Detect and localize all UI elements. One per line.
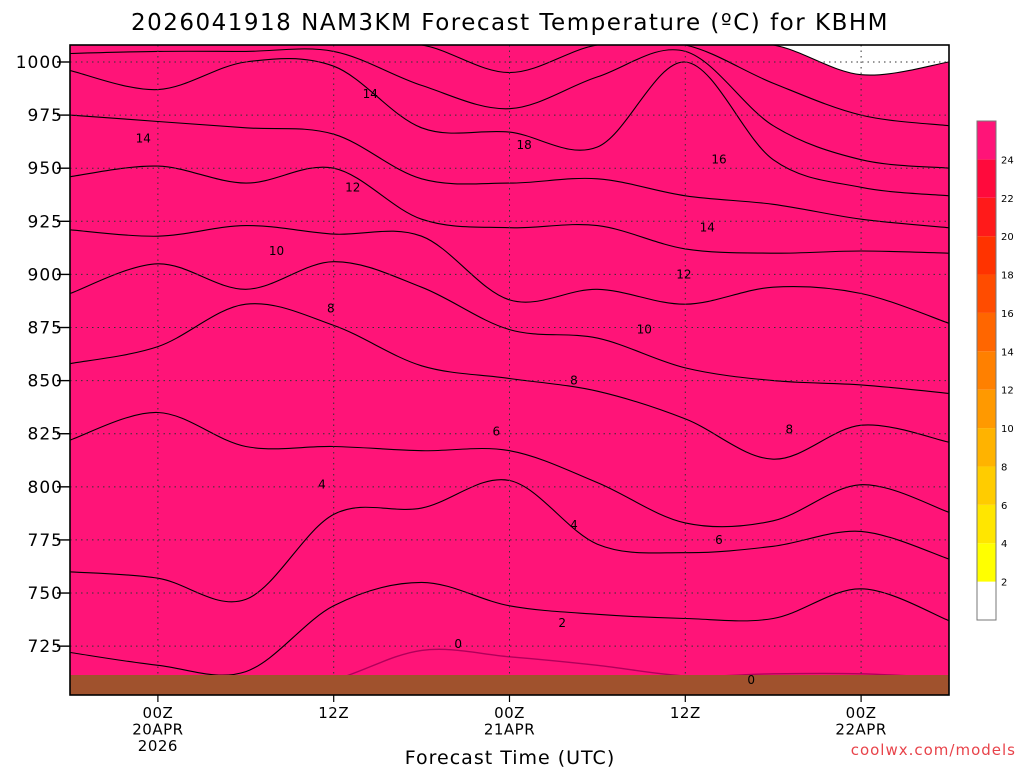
contour-label-12: 12 [676, 267, 691, 281]
x-tick-label: 20APR [132, 721, 183, 739]
colorbar-swatch [977, 274, 996, 313]
colorbar-tick-label: 10 [1001, 424, 1014, 435]
colorbar-swatch [977, 466, 996, 505]
colorbar-tick-label: 4 [1001, 539, 1007, 550]
colorbar-tick-label: 6 [1001, 501, 1007, 512]
contour-label-4: 4 [318, 478, 326, 492]
x-tick-label: 2026 [138, 737, 178, 755]
contour-label-14: 14 [700, 221, 715, 235]
contour-label-0: 0 [747, 673, 755, 687]
colorbar-swatch [977, 312, 996, 352]
colorbar-swatch [977, 197, 996, 237]
contour-label-8: 8 [570, 374, 578, 388]
grid-lines [70, 45, 949, 695]
y-tick-label: 950 [28, 159, 63, 179]
contour-label-10: 10 [637, 323, 652, 337]
x-axis-label: Forecast Time (UTC) [405, 747, 615, 768]
x-tick-label: 21APR [484, 721, 535, 739]
colorbar-tick-label: 12 [1001, 386, 1014, 397]
colorbar-swatch [977, 389, 996, 429]
colorbar-swatch [977, 543, 996, 582]
colorbar-swatch [977, 428, 996, 467]
contour-label-8: 8 [785, 422, 793, 436]
y-tick-label: 900 [28, 265, 63, 285]
contour-label-14: 14 [136, 131, 151, 145]
contour-label-10: 10 [269, 244, 284, 258]
colorbar-tick-label: 14 [1001, 347, 1014, 358]
y-tick-label: 925 [28, 212, 63, 232]
isotherm-10 [70, 261, 949, 394]
x-tick-label: 00Z [142, 704, 173, 722]
x-tick-label: 22APR [835, 721, 886, 739]
contour-label-0: 0 [454, 637, 462, 651]
colorbar-tick-label: 8 [1001, 462, 1007, 473]
contour-label-14: 14 [363, 87, 378, 101]
ground-surface [70, 675, 949, 695]
isotherm-20 [70, 48, 949, 169]
contour-label-8: 8 [327, 301, 335, 315]
isotherm-24 [70, 45, 949, 76]
y-tick-label: 800 [28, 478, 63, 498]
colorbar-tick-label: 24 [1001, 155, 1014, 166]
y-tick-label: 775 [28, 531, 63, 551]
isotherm-8 [70, 303, 949, 460]
x-tick-label: 00Z [846, 704, 877, 722]
isotherm-12 [70, 225, 949, 324]
colorbar-tick-label: 18 [1001, 271, 1014, 282]
y-axis: 725 750 775 800 825 850 875 900 925 950 975 1000 [16, 53, 70, 657]
y-tick-label: 825 [28, 425, 63, 445]
x-tick-label: 00Z [494, 704, 525, 722]
colorbar-tick-label: 22 [1001, 194, 1014, 205]
chart-title: 2026041918 NAM3KM Forecast Temperature (… [131, 10, 889, 36]
y-tick-label: 850 [28, 372, 63, 392]
colorbar-swatch [977, 159, 996, 198]
y-tick-label: 725 [28, 637, 63, 657]
contour-label-4: 4 [570, 518, 578, 532]
x-tick-label: 12Z [318, 704, 349, 722]
isotherm-6 [70, 411, 949, 528]
colorbar-swatch [977, 351, 996, 390]
contour-label-6: 6 [492, 425, 500, 439]
colorbar-tick-label: 2 [1001, 578, 1007, 589]
colorbar-swatch [977, 581, 996, 620]
colorbar-swatch [977, 504, 996, 544]
band-above-24 [70, 45, 949, 695]
contour-label-12: 12 [345, 180, 360, 194]
contour-label-2: 2 [558, 616, 566, 630]
contour-labels: 0 0 2 4 4 6 6 8 8 8 10 10 12 12 14 14 14 16 18 [136, 87, 794, 687]
y-tick-label: 750 [28, 584, 63, 604]
isotherm-18 [70, 58, 949, 197]
colorbar-tick-label: 16 [1001, 309, 1014, 320]
contour-label-18: 18 [517, 138, 532, 152]
y-tick-label: 1000 [16, 53, 63, 73]
x-tick-label: 12Z [670, 704, 701, 722]
colorbar-tick-label: 20 [1001, 232, 1014, 243]
credit-text: coolwx.com/models [851, 741, 1016, 759]
contour-label-6: 6 [715, 533, 723, 547]
y-tick-label: 975 [28, 106, 63, 126]
isotherm-4 [70, 479, 949, 603]
colorbar-frame [976, 120, 997, 621]
contour-label-16: 16 [711, 153, 726, 167]
colorbar-swatch [977, 236, 996, 275]
colorbar-swatch [977, 121, 996, 160]
y-tick-label: 875 [28, 319, 63, 339]
